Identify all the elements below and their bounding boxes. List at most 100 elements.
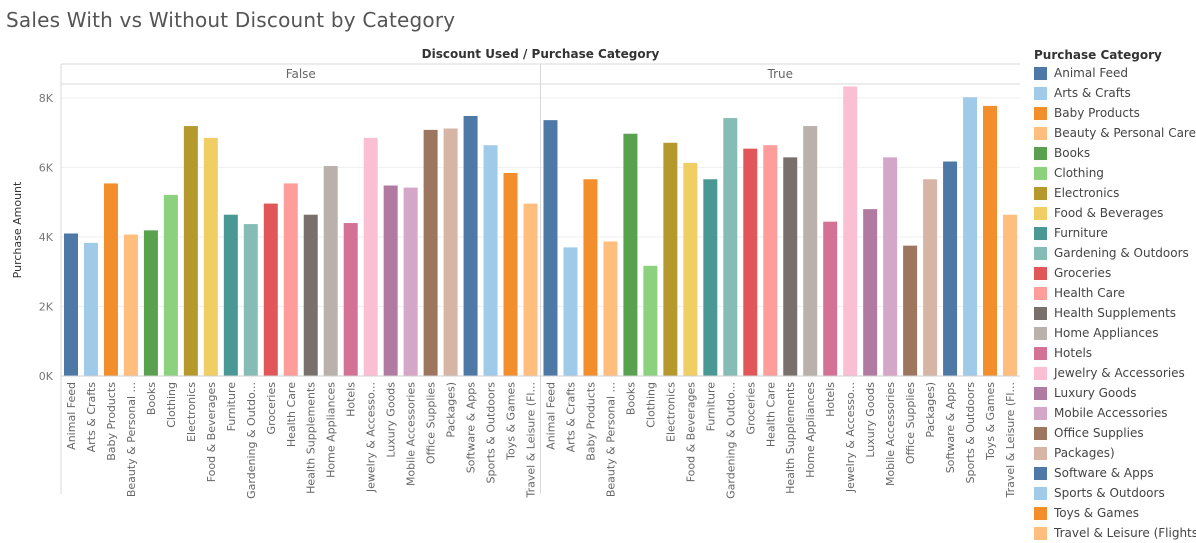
legend-label: Gardening & Outdoors xyxy=(1054,246,1189,260)
legend-swatch xyxy=(1034,106,1047,120)
bar xyxy=(803,126,818,376)
legend-item[interactable]: Health Care xyxy=(1034,283,1196,303)
legend-item[interactable]: Beauty & Personal Care xyxy=(1034,123,1196,143)
y-axis-title: Purchase Amount xyxy=(11,181,24,278)
legend-item[interactable]: Packages) xyxy=(1034,443,1196,463)
x-tick-label: Hotels xyxy=(345,382,358,417)
legend-swatch xyxy=(1034,366,1047,380)
bar xyxy=(763,145,778,376)
x-tick-label: Health Supplements xyxy=(784,382,797,494)
x-tick-label: Beauty & Personal ... xyxy=(125,382,138,497)
x-tick-label: Food & Beverages xyxy=(205,382,218,483)
legend-item[interactable]: Software & Apps xyxy=(1034,463,1196,483)
x-tick-label: Office Supplies xyxy=(904,382,917,464)
legend-item[interactable]: Groceries xyxy=(1034,263,1196,283)
legend-item[interactable]: Books xyxy=(1034,143,1196,163)
x-tick-label: Arts & Crafts xyxy=(85,382,98,453)
x-tick-label: Animal Feed xyxy=(544,382,557,450)
header-label: Discount Used / Purchase Category xyxy=(422,47,660,61)
legend-item[interactable]: Electronics xyxy=(1034,183,1196,203)
legend-item[interactable]: Toys & Games xyxy=(1034,503,1196,523)
x-tick-label: Clothing xyxy=(644,382,657,428)
x-tick-label: Software & Apps xyxy=(944,382,957,474)
legend-swatch xyxy=(1034,206,1047,220)
bar xyxy=(263,203,278,376)
legend-swatch xyxy=(1034,186,1047,200)
legend-item[interactable]: Gardening & Outdoors xyxy=(1034,243,1196,263)
legend-item[interactable]: Arts & Crafts xyxy=(1034,83,1196,103)
bar xyxy=(343,223,358,376)
bar xyxy=(143,230,158,376)
bar xyxy=(203,137,218,376)
bar-chart: Discount Used / Purchase Category 0K 2K 4K 6… xyxy=(11,47,1020,499)
y-tick-label: 4K xyxy=(39,231,54,244)
legend-swatch xyxy=(1034,466,1047,480)
legend-label: Furniture xyxy=(1054,226,1108,240)
x-tick-label: Office Supplies xyxy=(425,382,438,464)
legend-label: Animal Feed xyxy=(1054,66,1128,80)
legend-item[interactable]: Animal Feed xyxy=(1034,63,1196,83)
x-tick-label: Furniture xyxy=(704,382,717,432)
legend-item[interactable]: Health Supplements xyxy=(1034,303,1196,323)
legend-swatch xyxy=(1034,166,1047,180)
legend-swatch xyxy=(1034,266,1047,280)
x-tick-label: Baby Products xyxy=(105,382,118,461)
legend-swatch xyxy=(1034,146,1047,160)
chart-title: Sales With vs Without Discount by Catego… xyxy=(6,8,456,32)
bar xyxy=(783,157,798,376)
legend-swatch xyxy=(1034,246,1047,260)
bar xyxy=(923,179,938,376)
panel-header-true: True xyxy=(767,67,794,81)
x-tick-label: Animal Feed xyxy=(65,382,78,450)
legend-label: Baby Products xyxy=(1054,106,1140,120)
bar xyxy=(903,245,918,376)
bar xyxy=(163,194,178,376)
x-tick-label: Food & Beverages xyxy=(684,382,697,483)
bar xyxy=(543,120,558,377)
legend-items: Animal Feed Arts & Crafts Baby Products Bea… xyxy=(1034,63,1196,543)
legend-swatch xyxy=(1034,226,1047,240)
bar xyxy=(123,234,138,376)
x-tick-label: Travel & Leisure (Fl... xyxy=(525,382,538,498)
legend: Purchase Category Animal Feed Arts & Craf… xyxy=(1034,47,1196,543)
bar xyxy=(583,179,598,376)
legend-item[interactable]: Food & Beverages xyxy=(1034,203,1196,223)
legend-item[interactable]: Home Appliances xyxy=(1034,323,1196,343)
x-tick-label: Electronics xyxy=(185,382,198,442)
bar xyxy=(243,224,258,376)
legend-item[interactable]: Jewelry & Accessories xyxy=(1034,363,1196,383)
x-tick-label: Gardening & Outdo... xyxy=(724,382,737,499)
legend-item[interactable]: Baby Products xyxy=(1034,103,1196,123)
x-tick-label: Sports & Outdoors xyxy=(964,382,977,484)
bar xyxy=(843,86,858,376)
x-tick-label: Travel & Leisure (Fl... xyxy=(1004,382,1017,498)
bar xyxy=(663,142,678,376)
x-tick-label: Gardening & Outdo... xyxy=(245,382,258,499)
bar xyxy=(623,133,638,376)
legend-label: Arts & Crafts xyxy=(1054,86,1131,100)
legend-label: Packages) xyxy=(1054,446,1115,460)
legend-item[interactable]: Sports & Outdoors xyxy=(1034,483,1196,503)
legend-item[interactable]: Mobile Accessories xyxy=(1034,403,1196,423)
x-tick-label: Packages) xyxy=(924,382,937,438)
legend-item[interactable]: Luxury Goods xyxy=(1034,383,1196,403)
legend-label: Clothing xyxy=(1054,166,1104,180)
x-tick-label: Groceries xyxy=(744,382,757,435)
bar xyxy=(863,209,878,376)
bar xyxy=(963,97,978,376)
bar xyxy=(563,247,578,376)
legend-item[interactable]: Clothing xyxy=(1034,163,1196,183)
legend-label: Books xyxy=(1054,146,1091,160)
bar xyxy=(103,183,118,376)
x-tick-label: Health Care xyxy=(285,382,298,447)
bar xyxy=(63,233,78,376)
legend-swatch xyxy=(1034,66,1047,80)
legend-item[interactable]: Office Supplies xyxy=(1034,423,1196,443)
legend-item[interactable]: Hotels xyxy=(1034,343,1196,363)
legend-item[interactable]: Travel & Leisure (Flights xyxy=(1034,523,1196,543)
x-tick-label: Books xyxy=(145,382,158,415)
bar xyxy=(383,185,398,376)
legend-item[interactable]: Furniture xyxy=(1034,223,1196,243)
x-tick-label: Health Care xyxy=(764,382,777,447)
bar xyxy=(323,166,338,376)
